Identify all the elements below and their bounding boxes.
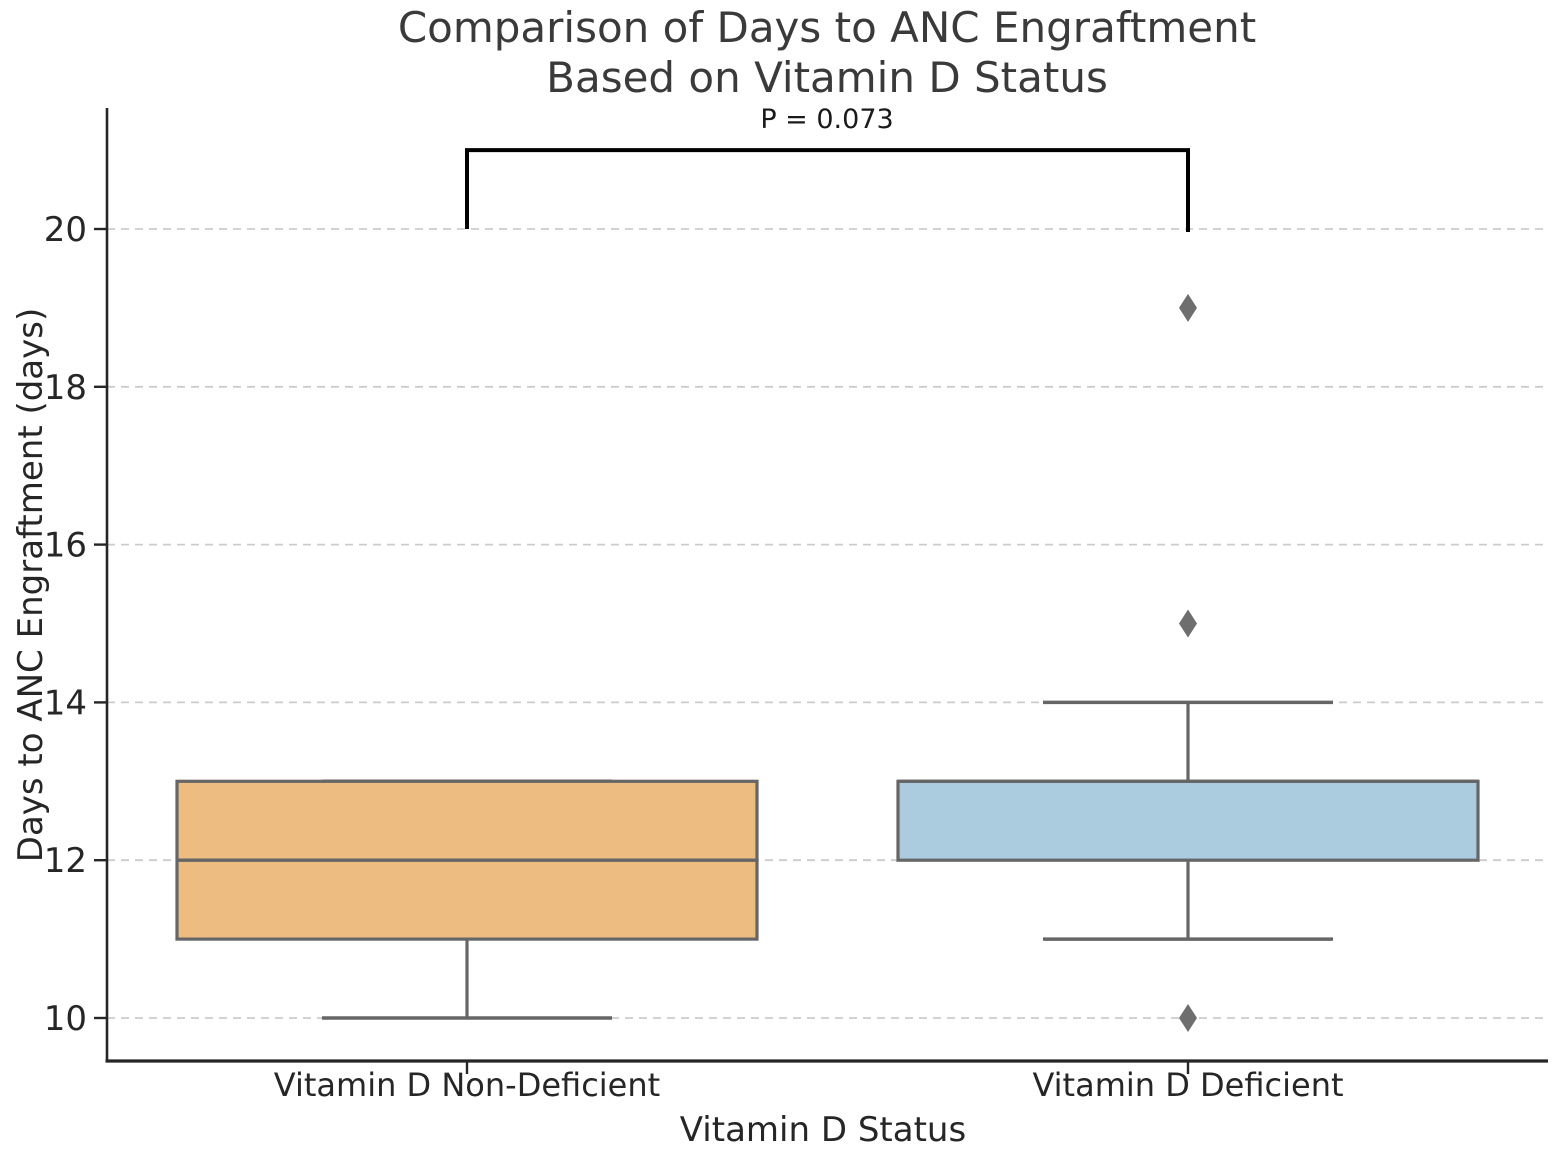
x-axis-label: Vitamin D Status bbox=[680, 1110, 966, 1149]
box-group-deficient bbox=[896, 700, 1480, 941]
outlier-markers bbox=[1179, 293, 1197, 1032]
y-axis-label: Days to ANC Engraftment (days) bbox=[11, 308, 51, 862]
x-tick-label: Vitamin D Deficient bbox=[1032, 1066, 1343, 1104]
box-plots bbox=[175, 700, 1480, 1020]
p-value-annotation: P = 0.073 bbox=[760, 104, 893, 135]
x-tick-labels: Vitamin D Non-Deficient Vitamin D Deficie… bbox=[274, 1066, 1344, 1104]
x-tick-label: Vitamin D Non-Deficient bbox=[274, 1066, 660, 1104]
significance-bracket bbox=[465, 148, 1190, 232]
outlier-diamond bbox=[1179, 609, 1197, 638]
y-tick-label: 10 bbox=[44, 999, 87, 1039]
outlier-diamond bbox=[1179, 293, 1197, 322]
y-tick-label: 12 bbox=[44, 841, 87, 881]
chart-title-line2: Based on Vitamin D Status bbox=[546, 53, 1108, 102]
chart-title-line1: Comparison of Days to ANC Engraftment bbox=[398, 3, 1256, 52]
y-tick-label: 18 bbox=[44, 368, 87, 408]
y-tick-label: 14 bbox=[44, 683, 87, 723]
y-tick-label: 20 bbox=[44, 210, 87, 250]
axes bbox=[94, 108, 1548, 1074]
box-group-non-deficient bbox=[175, 779, 759, 1020]
y-tick-labels: 10 12 14 16 18 20 bbox=[44, 210, 87, 1039]
y-tick-label: 16 bbox=[44, 526, 87, 566]
outlier-diamond bbox=[1179, 1004, 1197, 1032]
iqr-box bbox=[896, 779, 1480, 862]
